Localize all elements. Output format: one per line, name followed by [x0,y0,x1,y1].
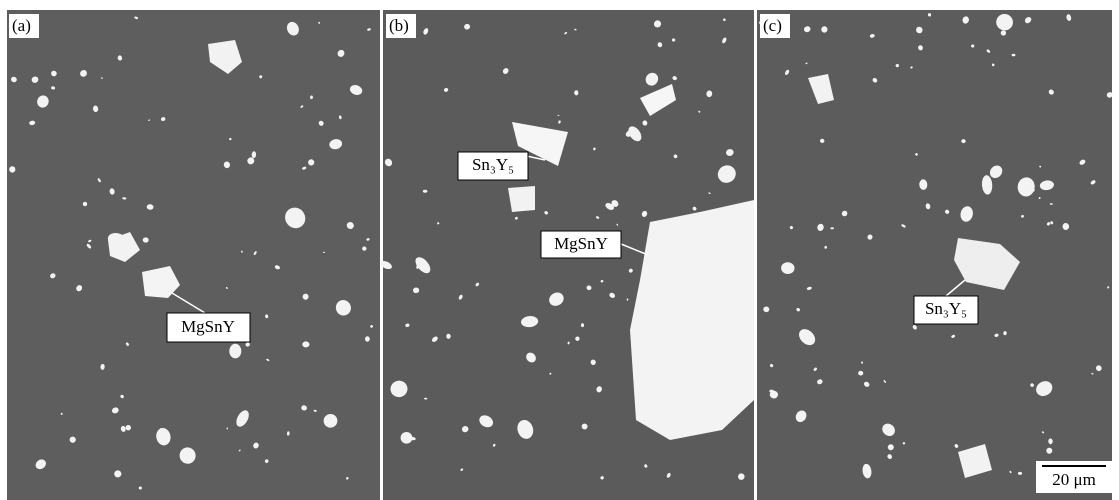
annotation: Sn₃Y₅ [925,299,967,318]
particle [143,237,149,242]
particle [581,323,584,327]
figure: (a) (b) (c) MgSnY Sn₃Y₅ MgSnY Sn₃Y₅ 20 μ… [0,0,1119,500]
page: {"panels": [ {"label": "(a)", "annotatio… [0,0,1119,500]
particle [423,190,428,193]
panel-label: (b) [389,16,409,35]
particle [310,96,313,100]
annotation: Sn₃Y₅ [472,155,514,174]
particle [365,336,370,341]
panel-label: (a) [12,16,31,35]
particle [830,227,834,229]
panel-label: (c) [763,16,782,35]
scale-bar-label: 20 μm [1052,470,1096,489]
micrograph-a [7,10,380,500]
particle-cluster [630,200,754,440]
annotation: MgSnY [181,317,235,336]
annotation: MgSnY [554,234,608,253]
particle [508,186,535,212]
